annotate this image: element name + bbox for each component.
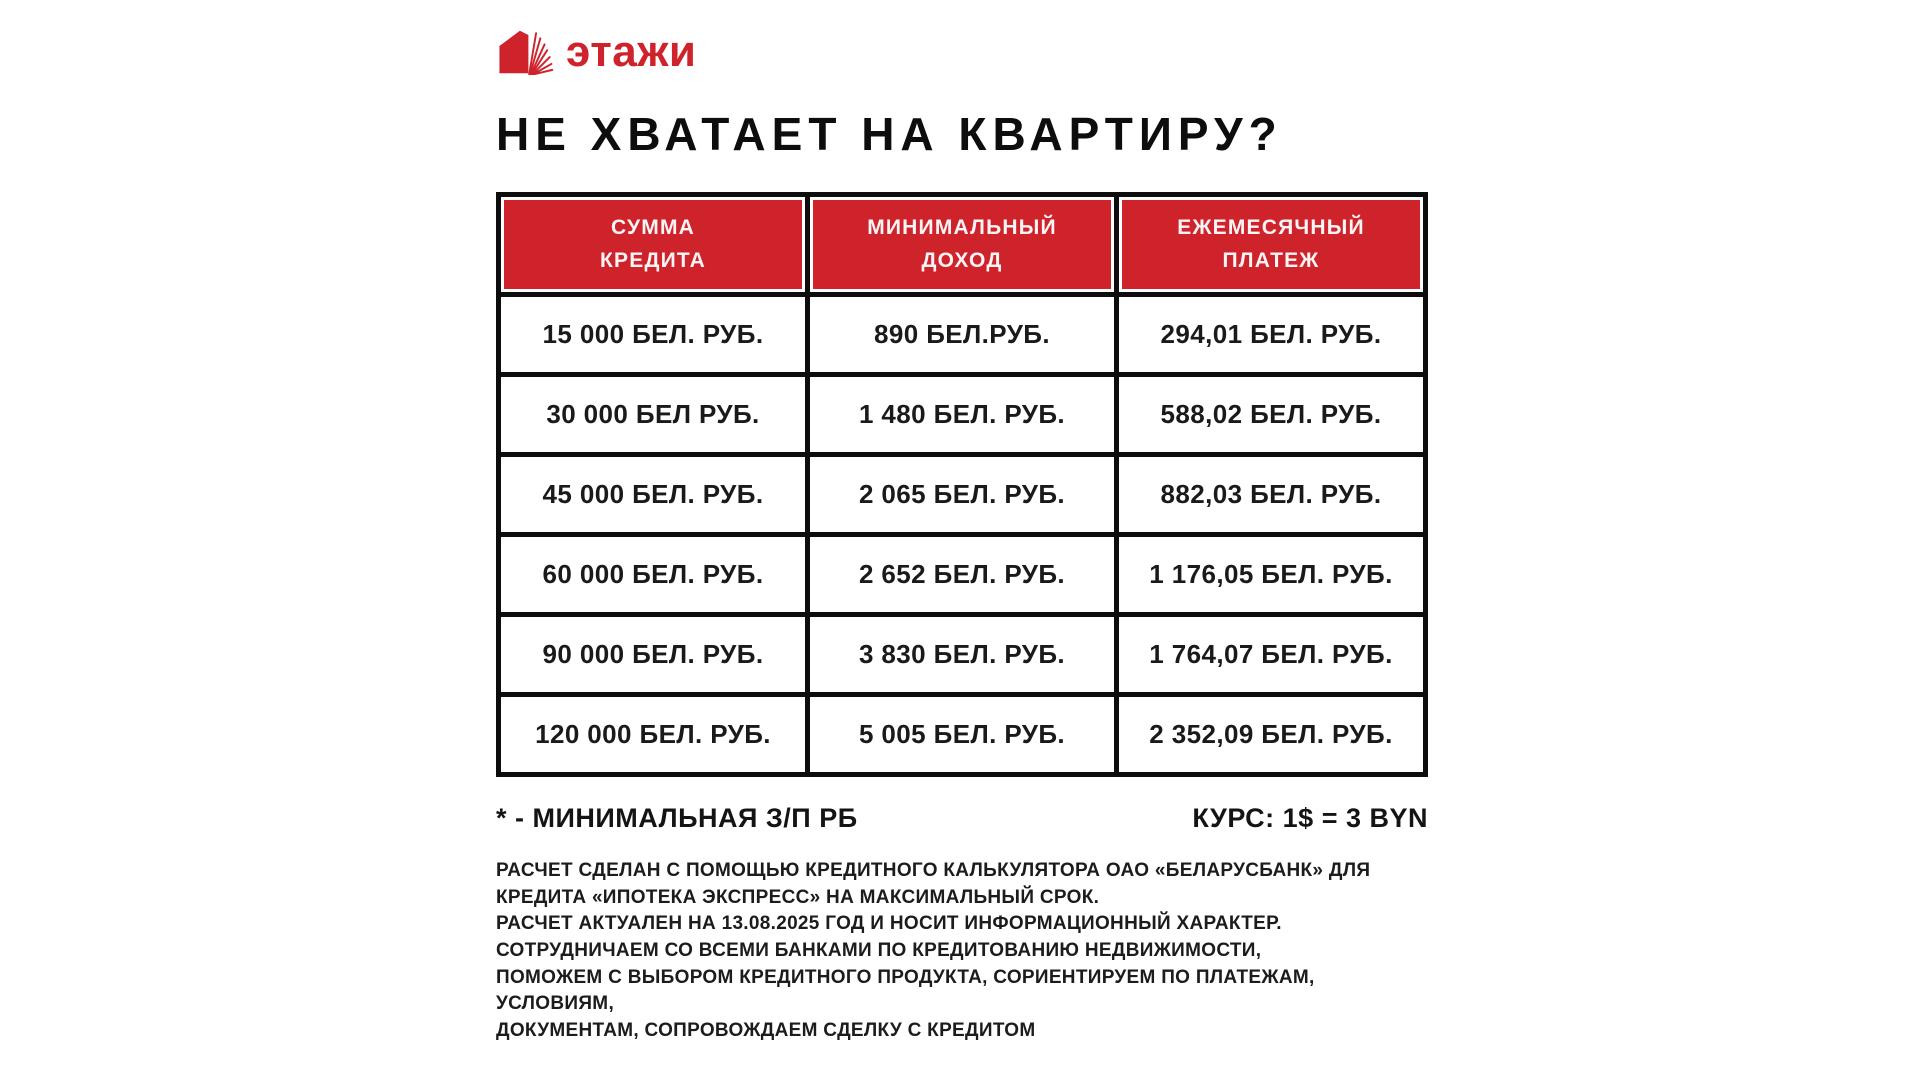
- header-cell-min-income: МИНИМАЛЬНЫЙ ДОХОД: [805, 192, 1119, 298]
- etazhi-logo: этажи: [496, 28, 1428, 76]
- table-cell: 1 764,07 БЕЛ. РУБ.: [1114, 612, 1428, 698]
- disclaimer-line: ПОМОЖЕМ С ВЫБОРОМ КРЕДИТНОГО ПРОДУКТА, С…: [496, 966, 1315, 988]
- disclaimer-line: РАСЧЕТ СДЕЛАН С ПОМОЩЬЮ КРЕДИТНОГО КАЛЬК…: [496, 860, 1371, 882]
- header-label-monthly-payment: ЕЖЕМЕСЯЧНЫЙ ПЛАТЕЖ: [1122, 200, 1420, 290]
- content-column: этажи НЕ ХВАТАЕТ НА КВАРТИРУ? СУММА КРЕД…: [496, 28, 1428, 1044]
- exchange-rate: КУРС: 1$ = 3 BYN: [1192, 803, 1428, 834]
- table-cell: 588,02 БЕЛ. РУБ.: [1114, 372, 1428, 458]
- page-title: НЕ ХВАТАЕТ НА КВАРТИРУ?: [496, 108, 1283, 160]
- etazhi-logo-text: этажи: [566, 27, 697, 76]
- table-cell: 294,01 БЕЛ. РУБ.: [1114, 292, 1428, 378]
- disclaimer-line: КРЕДИТА «ИПОТЕКА ЭКСПРЕСС» НА МАКСИМАЛЬН…: [496, 886, 1100, 908]
- table-row: 120 000 БЕЛ. РУБ. 5 005 БЕЛ. РУБ. 2 352,…: [496, 692, 1428, 778]
- credit-table-body: 15 000 БЕЛ. РУБ. 890 БЕЛ.РУБ. 294,01 БЕЛ…: [496, 292, 1428, 778]
- disclaimer-block: РАСЧЕТ СДЕЛАН С ПОМОЩЬЮ КРЕДИТНОГО КАЛЬК…: [496, 858, 1428, 1044]
- header-cell-loan-amount: СУММА КРЕДИТА: [496, 192, 810, 298]
- table-cell: 2 652 БЕЛ. РУБ.: [805, 532, 1119, 618]
- etazhi-house-icon: [499, 30, 554, 75]
- header-row: СУММА КРЕДИТА МИНИМАЛЬНЫЙ ДОХОД ЕЖЕМЕСЯЧ…: [496, 192, 1428, 298]
- table-cell: 2 352,09 БЕЛ. РУБ.: [1114, 692, 1428, 778]
- disclaimer-line: СОТРУДНИЧАЕМ СО ВСЕМИ БАНКАМИ ПО КРЕДИТО…: [496, 940, 1262, 962]
- disclaimer-line: РАСЧЕТ АКТУАЛЕН НА 13.08.2025 ГОД И НОСИ…: [496, 913, 1282, 935]
- table-cell: 1 176,05 БЕЛ. РУБ.: [1114, 532, 1428, 618]
- table-cell: 3 830 БЕЛ. РУБ.: [805, 612, 1119, 698]
- table-cell: 90 000 БЕЛ. РУБ.: [496, 612, 810, 698]
- table-cell: 1 480 БЕЛ. РУБ.: [805, 372, 1119, 458]
- table-cell: 120 000 БЕЛ. РУБ.: [496, 692, 810, 778]
- table-row: 45 000 БЕЛ. РУБ. 2 065 БЕЛ. РУБ. 882,03 …: [496, 452, 1428, 538]
- table-cell: 890 БЕЛ.РУБ.: [805, 292, 1119, 378]
- table-cell: 882,03 БЕЛ. РУБ.: [1114, 452, 1428, 538]
- table-cell: 15 000 БЕЛ. РУБ.: [496, 292, 810, 378]
- table-row: 15 000 БЕЛ. РУБ. 890 БЕЛ.РУБ. 294,01 БЕЛ…: [496, 292, 1428, 378]
- disclaimer-line: УСЛОВИЯМ,: [496, 993, 615, 1015]
- table-cell: 30 000 БЕЛ РУБ.: [496, 372, 810, 458]
- table-row: 90 000 БЕЛ. РУБ. 3 830 БЕЛ. РУБ. 1 764,0…: [496, 612, 1428, 698]
- credit-table-header: СУММА КРЕДИТА МИНИМАЛЬНЫЙ ДОХОД ЕЖЕМЕСЯЧ…: [496, 192, 1428, 298]
- header-cell-monthly-payment: ЕЖЕМЕСЯЧНЫЙ ПЛАТЕЖ: [1114, 192, 1428, 298]
- table-cell: 5 005 БЕЛ. РУБ.: [805, 692, 1119, 778]
- table-cell: 2 065 БЕЛ. РУБ.: [805, 452, 1119, 538]
- table-footnote-row: * - МИНИМАЛЬНАЯ З/П РБ КУРС: 1$ = 3 BYN: [496, 803, 1428, 834]
- footnote-min-salary: * - МИНИМАЛЬНАЯ З/П РБ: [496, 803, 858, 834]
- table-row: 60 000 БЕЛ. РУБ. 2 652 БЕЛ. РУБ. 1 176,0…: [496, 532, 1428, 618]
- table-cell: 60 000 БЕЛ. РУБ.: [496, 532, 810, 618]
- disclaimer-line: ДОКУМЕНТАМ, СОПРОВОЖДАЕМ СДЕЛКУ С КРЕДИТ…: [496, 1019, 1036, 1041]
- header-label-min-income: МИНИМАЛЬНЫЙ ДОХОД: [813, 200, 1111, 290]
- credit-table: СУММА КРЕДИТА МИНИМАЛЬНЫЙ ДОХОД ЕЖЕМЕСЯЧ…: [496, 192, 1428, 778]
- header-label-loan-amount: СУММА КРЕДИТА: [504, 200, 802, 290]
- table-cell: 45 000 БЕЛ. РУБ.: [496, 452, 810, 538]
- table-row: 30 000 БЕЛ РУБ. 1 480 БЕЛ. РУБ. 588,02 Б…: [496, 372, 1428, 458]
